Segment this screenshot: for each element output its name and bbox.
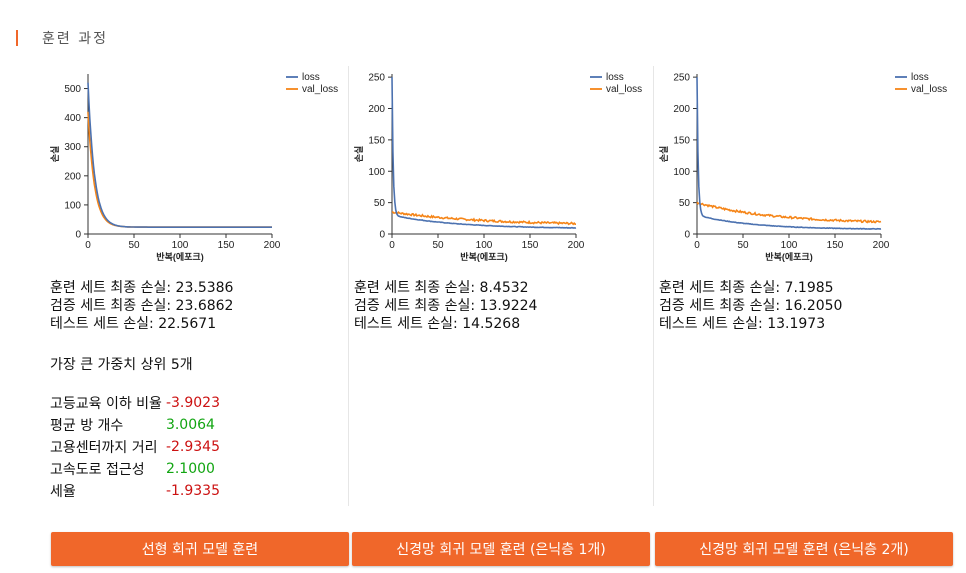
train-loss-text: 훈련 세트 최종 손실: 23.5386 (50, 280, 234, 296)
y-tick-label: 400 (64, 113, 81, 124)
x-tick-label: 200 (264, 240, 281, 251)
section-accent-bar (16, 30, 18, 46)
train-loss-text: 훈련 세트 최종 손실: 8.4532 (354, 280, 529, 296)
weight-row: 세율 -1.9335 (50, 480, 220, 502)
x-tick-label: 0 (389, 240, 395, 251)
x-tick-label: 150 (827, 240, 844, 251)
x-tick-label: 100 (781, 240, 798, 251)
x-axis-label: 반복(에포크) (460, 251, 507, 262)
column-divider (348, 66, 349, 506)
loss-line (391, 77, 577, 229)
y-tick-label: 250 (673, 73, 690, 84)
train-linear-button[interactable]: 선형 회귀 모델 훈련 (51, 532, 349, 566)
y-tick-label: 300 (64, 142, 81, 153)
weight-value: -3.9023 (165, 395, 220, 411)
train-nn1-button[interactable]: 신경망 회귀 모델 훈련 (은닉층 1개) (352, 532, 650, 566)
legend-label: loss (302, 72, 320, 83)
x-tick-label: 50 (128, 240, 140, 251)
weight-value: 2.1000 (165, 461, 215, 477)
y-tick-label: 100 (673, 167, 690, 178)
linear-model-panel: 0 100 200 300 400 500 0 50 100 150 200 반복(에포크) 손실 los… (46, 64, 346, 509)
weight-value: 3.0064 (165, 417, 215, 433)
linear-results: 훈련 세트 최종 손실: 23.5386 검증 세트 최종 손실: 23.686… (50, 279, 233, 333)
y-tick-label: 250 (368, 73, 385, 84)
train-loss-text: 훈련 세트 최종 손실: 7.1985 (659, 280, 834, 296)
weights-table: 고등교육 이하 비율 -3.9023 평균 방 개수 3.0064 고용센터까지 거… (50, 392, 220, 502)
weight-row: 평균 방 개수 3.0064 (50, 414, 220, 436)
legend-label: loss (911, 72, 929, 83)
nn1-model-panel: 0 50 100 150 200 250 0 50 100 150 200 반복(에포크) 손실 loss… (350, 64, 650, 509)
nn2-results: 훈련 세트 최종 손실: 7.1985 검증 세트 최종 손실: 16.2050… (659, 279, 842, 333)
y-tick-label: 0 (75, 230, 81, 241)
nn1-results: 훈련 세트 최종 손실: 8.4532 검증 세트 최종 손실: 13.9224… (354, 279, 537, 333)
weight-value: -2.9345 (165, 439, 220, 455)
y-tick-label: 200 (368, 104, 385, 115)
x-tick-label: 50 (432, 240, 444, 251)
weights-title: 가장 큰 가중치 상위 5개 (50, 357, 193, 373)
weight-row: 고용센터까지 거리 -2.9345 (50, 436, 220, 458)
x-tick-label: 0 (85, 240, 91, 251)
weight-label: 고용센터까지 거리 (50, 440, 158, 456)
loss-line (696, 77, 882, 230)
val-loss-text: 검증 세트 최종 손실: 13.9224 (354, 298, 538, 314)
x-tick-label: 100 (172, 240, 189, 251)
test-loss-text: 테스트 세트 손실: 14.5268 (354, 316, 521, 332)
val-loss-text: 검증 세트 최종 손실: 16.2050 (659, 298, 843, 314)
val-loss-line (392, 211, 576, 226)
train-nn2-button[interactable]: 신경망 회귀 모델 훈련 (은닉층 2개) (655, 532, 953, 566)
legend-label: loss (606, 72, 624, 83)
x-tick-label: 100 (476, 240, 493, 251)
nn2-model-panel: 0 50 100 150 200 250 0 50 100 150 200 반복(에포크) 손실 loss… (655, 64, 955, 509)
legend-label: val_loss (302, 84, 338, 95)
y-tick-label: 0 (684, 230, 690, 241)
legend-label: val_loss (606, 84, 642, 95)
x-tick-label: 200 (873, 240, 890, 251)
weight-label: 세율 (50, 484, 76, 500)
nn2-loss-chart: 0 50 100 150 200 250 0 50 100 150 200 반복(에포크) 손실 loss… (658, 72, 947, 262)
x-tick-label: 50 (737, 240, 749, 251)
x-tick-label: 0 (694, 240, 700, 251)
test-loss-text: 테스트 세트 손실: 13.1973 (659, 316, 826, 332)
nn1-loss-chart: 0 50 100 150 200 250 0 50 100 150 200 반복(에포크) 손실 loss… (353, 72, 642, 262)
y-axis-label: 손실 (49, 146, 60, 163)
val-loss-line (696, 201, 882, 224)
section-header: 훈련 과정 (16, 28, 108, 48)
y-tick-label: 100 (368, 167, 385, 178)
section-title: 훈련 과정 (42, 31, 108, 47)
y-tick-label: 500 (64, 84, 81, 95)
weight-label: 평균 방 개수 (50, 418, 124, 434)
x-tick-label: 150 (218, 240, 235, 251)
loss-line (87, 82, 272, 228)
y-tick-label: 200 (64, 171, 81, 182)
y-tick-label: 100 (64, 200, 81, 211)
y-tick-label: 200 (673, 104, 690, 115)
y-axis-label: 손실 (658, 146, 669, 163)
legend-label: val_loss (911, 84, 947, 95)
y-axis-label: 손실 (353, 146, 364, 163)
weight-value: -1.9335 (165, 483, 220, 499)
y-tick-label: 0 (379, 230, 385, 241)
y-tick-label: 150 (673, 135, 690, 146)
weight-row: 고속도로 접근성 2.1000 (50, 458, 220, 480)
weight-label: 고속도로 접근성 (50, 462, 145, 478)
y-tick-label: 50 (679, 198, 691, 209)
linear-loss-chart: 0 100 200 300 400 500 0 50 100 150 200 반복(에포크) 손실 los… (49, 72, 338, 262)
val-loss-text: 검증 세트 최종 손실: 23.6862 (50, 298, 234, 314)
x-axis-label: 반복(에포크) (156, 251, 203, 262)
val-loss-line (87, 111, 272, 228)
x-axis-label: 반복(에포크) (765, 251, 812, 262)
y-tick-label: 50 (374, 198, 386, 209)
weight-label: 고등교육 이하 비율 (50, 396, 162, 412)
y-tick-label: 150 (368, 135, 385, 146)
test-loss-text: 테스트 세트 손실: 22.5671 (50, 316, 217, 332)
x-tick-label: 200 (568, 240, 585, 251)
column-divider (653, 66, 654, 506)
x-tick-label: 150 (522, 240, 539, 251)
weight-row: 고등교육 이하 비율 -3.9023 (50, 392, 220, 414)
